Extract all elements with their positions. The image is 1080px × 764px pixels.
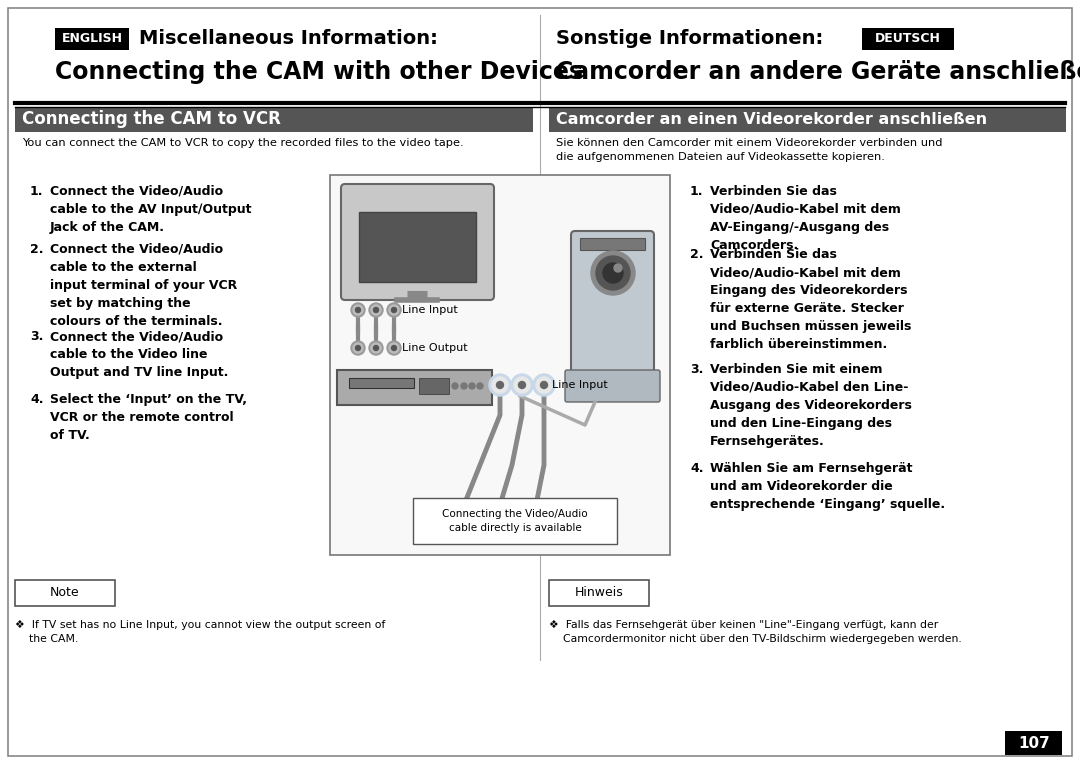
Text: Camcorder an andere Geräte anschließen: Camcorder an andere Geräte anschließen <box>556 60 1080 84</box>
Text: Line Input: Line Input <box>402 305 458 315</box>
Circle shape <box>369 341 383 355</box>
FancyBboxPatch shape <box>15 107 534 132</box>
Circle shape <box>355 307 361 312</box>
Text: Connect the Video/Audio
cable to the AV Input∕Output
Jack of the CAM.: Connect the Video/Audio cable to the AV … <box>50 185 252 234</box>
Circle shape <box>353 343 363 353</box>
FancyBboxPatch shape <box>359 212 476 282</box>
Text: ENGLISH: ENGLISH <box>62 33 122 46</box>
Circle shape <box>536 377 552 393</box>
Text: 4.: 4. <box>690 462 703 475</box>
Text: 107: 107 <box>1018 736 1050 750</box>
Text: Select the ‘Input’ on the TV,
VCR or the remote control
of TV.: Select the ‘Input’ on the TV, VCR or the… <box>50 393 247 442</box>
Text: 2.: 2. <box>690 248 703 261</box>
Text: Camcorder an einen Videorekorder anschließen: Camcorder an einen Videorekorder anschli… <box>556 112 987 127</box>
Text: Connect the Video/Audio
cable to the Video line
Output and TV line Input.: Connect the Video/Audio cable to the Vid… <box>50 330 228 379</box>
Text: DEUTSCH: DEUTSCH <box>875 33 941 46</box>
Text: Line Input: Line Input <box>552 380 608 390</box>
Circle shape <box>511 374 534 396</box>
Text: 3.: 3. <box>30 330 43 343</box>
Bar <box>349 378 414 388</box>
Circle shape <box>596 256 630 290</box>
Text: Connect the Video/Audio
cable to the external
input terminal of your VCR
set by : Connect the Video/Audio cable to the ext… <box>50 243 238 328</box>
FancyBboxPatch shape <box>341 184 494 300</box>
FancyBboxPatch shape <box>571 231 654 394</box>
Circle shape <box>369 303 383 317</box>
Polygon shape <box>1005 731 1062 755</box>
Circle shape <box>351 303 365 317</box>
Circle shape <box>391 307 396 312</box>
Circle shape <box>534 374 555 396</box>
Circle shape <box>540 381 548 389</box>
FancyBboxPatch shape <box>549 580 649 606</box>
Circle shape <box>374 307 378 312</box>
Text: Verbinden Sie das
Video/Audio-Kabel mit dem
Eingang des Videorekorders
für exter: Verbinden Sie das Video/Audio-Kabel mit … <box>710 248 912 351</box>
Circle shape <box>514 377 530 393</box>
Circle shape <box>461 383 467 389</box>
Text: You can connect the CAM to VCR to copy the recorded files to the video tape.: You can connect the CAM to VCR to copy t… <box>22 138 463 148</box>
Circle shape <box>497 381 503 389</box>
Text: Connecting the CAM to VCR: Connecting the CAM to VCR <box>22 111 281 128</box>
Circle shape <box>492 377 508 393</box>
Text: ❖  If TV set has no Line Input, you cannot view the output screen of
    the CAM: ❖ If TV set has no Line Input, you canno… <box>15 620 386 644</box>
Text: Verbinden Sie das
Video/Audio-Kabel mit dem
AV-Eingang/-Ausgang des
Camcorders.: Verbinden Sie das Video/Audio-Kabel mit … <box>710 185 901 252</box>
Circle shape <box>372 305 381 315</box>
Circle shape <box>374 345 378 351</box>
Circle shape <box>453 383 458 389</box>
Text: Connecting the CAM with other Devices: Connecting the CAM with other Devices <box>55 60 583 84</box>
Circle shape <box>518 381 526 389</box>
Text: ❖  Falls das Fernsehgerät über keinen "Line"-Eingang verfügt, kann der
    Camco: ❖ Falls das Fernsehgerät über keinen "Li… <box>549 620 962 644</box>
Circle shape <box>591 251 635 295</box>
Circle shape <box>391 345 396 351</box>
Circle shape <box>389 305 399 315</box>
Text: 4.: 4. <box>30 393 43 406</box>
FancyBboxPatch shape <box>55 28 129 50</box>
FancyBboxPatch shape <box>330 175 670 555</box>
Circle shape <box>387 341 401 355</box>
Text: 1.: 1. <box>690 185 703 198</box>
FancyBboxPatch shape <box>549 107 1066 132</box>
Text: Note: Note <box>50 587 80 600</box>
Text: Connecting the Video/Audio
cable directly is available: Connecting the Video/Audio cable directl… <box>442 510 588 533</box>
Text: Sonstige Informationen:: Sonstige Informationen: <box>556 30 823 48</box>
Circle shape <box>353 305 363 315</box>
FancyBboxPatch shape <box>15 580 114 606</box>
FancyBboxPatch shape <box>862 28 954 50</box>
Text: Sie können den Camcorder mit einem Videorekorder verbinden und
die aufgenommenen: Sie können den Camcorder mit einem Video… <box>556 138 943 162</box>
Bar <box>419 378 449 394</box>
FancyBboxPatch shape <box>580 238 645 250</box>
Text: 3.: 3. <box>690 363 703 376</box>
Text: 1.: 1. <box>30 185 43 198</box>
Circle shape <box>355 345 361 351</box>
FancyBboxPatch shape <box>8 8 1072 756</box>
Text: Line Output: Line Output <box>402 343 468 353</box>
Circle shape <box>469 383 475 389</box>
Text: Hinweis: Hinweis <box>575 587 623 600</box>
Circle shape <box>389 343 399 353</box>
Circle shape <box>387 303 401 317</box>
Text: Verbinden Sie mit einem
Video/Audio-Kabel den Line-
Ausgang des Videorekorders
u: Verbinden Sie mit einem Video/Audio-Kabe… <box>710 363 912 448</box>
Text: Wählen Sie am Fernsehgerät
und am Videorekorder die
entsprechende ‘Eingang’ sque: Wählen Sie am Fernsehgerät und am Videor… <box>710 462 945 511</box>
Text: Miscellaneous Information:: Miscellaneous Information: <box>139 30 437 48</box>
Circle shape <box>372 343 381 353</box>
FancyBboxPatch shape <box>565 370 660 402</box>
Text: 2.: 2. <box>30 243 43 256</box>
Circle shape <box>477 383 483 389</box>
FancyBboxPatch shape <box>413 498 617 544</box>
Circle shape <box>489 374 511 396</box>
FancyBboxPatch shape <box>337 370 492 405</box>
Circle shape <box>351 341 365 355</box>
Circle shape <box>603 263 623 283</box>
Circle shape <box>615 264 622 272</box>
